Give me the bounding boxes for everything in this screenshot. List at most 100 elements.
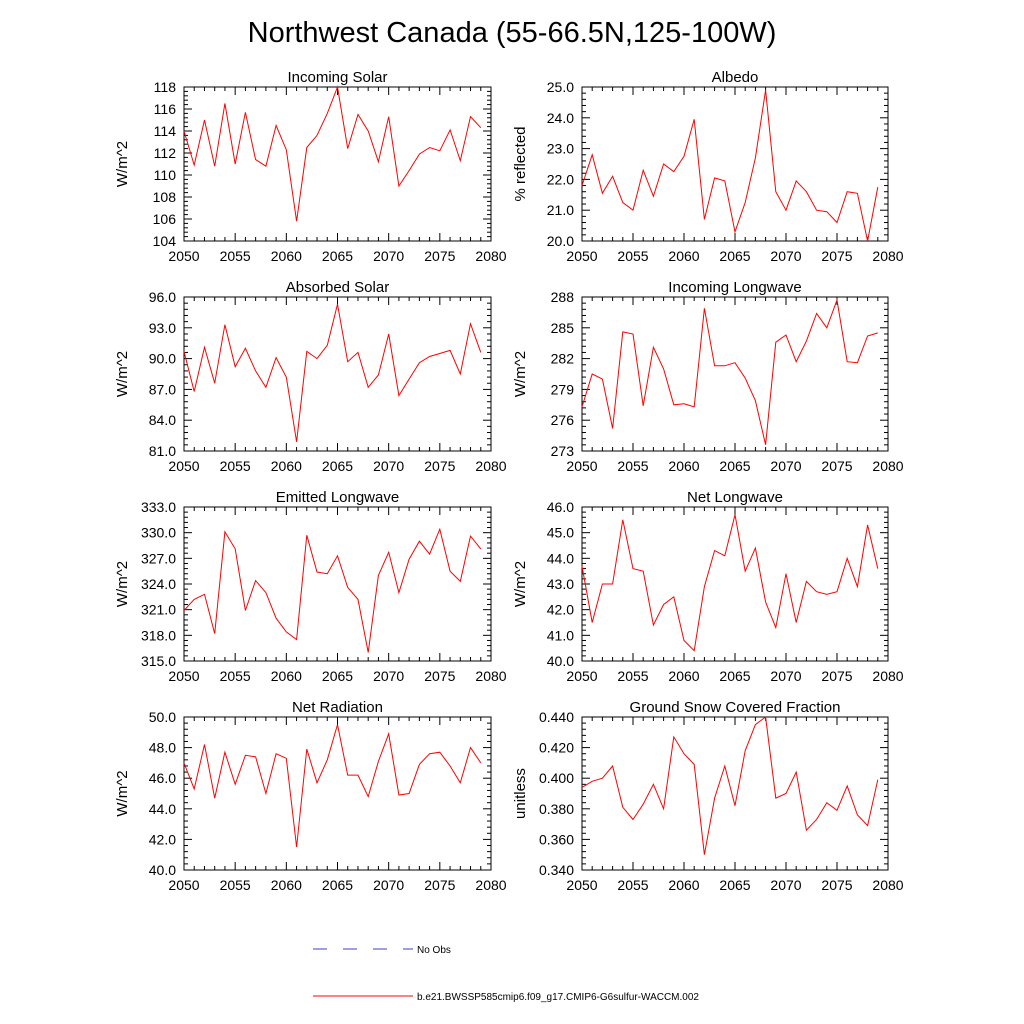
x-tick-label: 2050: [566, 458, 597, 474]
plot-frame: [581, 506, 889, 662]
x-tick-label: 2060: [271, 877, 302, 893]
y-tick-label: 330.0: [141, 525, 176, 541]
x-tick-label: 2075: [424, 248, 455, 264]
series-line: [183, 304, 482, 442]
x-tick-label: 2050: [566, 668, 597, 684]
y-tick-label: 41.0: [547, 627, 574, 643]
x-tick-label: 2080: [475, 458, 506, 474]
y-tick-label: 42.0: [149, 831, 176, 847]
plot-frame: [183, 296, 492, 452]
y-tick-label: 282: [551, 351, 575, 367]
panel-net-longwave: Net Longwave W/m^2 2050 2055 2060 2065 2070 207…: [512, 489, 904, 684]
x-tick-label: 2065: [322, 458, 353, 474]
panel-title: Ground Snow Covered Fraction: [630, 699, 841, 716]
y-axis-label: W/m^2: [114, 770, 131, 816]
x-tick-label: 2055: [617, 248, 648, 264]
x-tick-label: 2060: [271, 248, 302, 264]
y-tick-label: 273: [551, 443, 575, 459]
y-axis-label: W/m^2: [114, 141, 131, 187]
x-tick-label: 2070: [770, 877, 801, 893]
x-tick-label: 2065: [322, 877, 353, 893]
y-tick-label: 46.0: [547, 499, 574, 515]
x-tick-label: 2080: [475, 877, 506, 893]
x-tick-label: 2050: [168, 248, 199, 264]
x-tick-label: 2070: [770, 248, 801, 264]
plot-frame: [581, 86, 889, 242]
panel-title: Albedo: [712, 69, 759, 86]
y-tick-label: 50.0: [149, 709, 176, 725]
y-tick-label: 48.0: [149, 740, 176, 756]
y-tick-label: 40.0: [547, 653, 574, 669]
x-tick-label: 2050: [566, 877, 597, 893]
x-tick-label: 2050: [566, 248, 597, 264]
y-tick-label: 324.0: [141, 576, 176, 592]
y-axis-label: unitless: [512, 768, 529, 819]
y-tick-label: 0.360: [539, 831, 574, 847]
x-tick-label: 2070: [373, 877, 404, 893]
x-tick-label: 2075: [821, 458, 852, 474]
x-tick-label: 2075: [424, 458, 455, 474]
x-tick-label: 2060: [668, 668, 699, 684]
x-tick-label: 2080: [475, 248, 506, 264]
x-tick-label: 2065: [322, 248, 353, 264]
y-axis-label: % reflected: [512, 126, 529, 201]
y-tick-label: 20.0: [547, 233, 574, 249]
x-tick-label: 2055: [617, 877, 648, 893]
y-tick-label: 0.380: [539, 801, 574, 817]
x-tick-label: 2060: [668, 458, 699, 474]
plot-frame: [183, 716, 492, 871]
y-tick-label: 87.0: [149, 381, 176, 397]
panel-absorbed-solar: Absorbed Solar W/m^2 2050 2055 2060 2065 2070 2…: [114, 279, 507, 474]
series-line: [183, 527, 482, 653]
y-tick-label: 84.0: [149, 412, 176, 428]
x-tick-label: 2080: [872, 668, 903, 684]
y-tick-label: 0.440: [539, 709, 574, 725]
y-tick-label: 43.0: [547, 576, 574, 592]
x-tick-label: 2055: [220, 458, 251, 474]
panels: Incoming Solar W/m^2 2050 2055 2060 2065 2070 2…: [114, 69, 904, 893]
legend-model-label: b.e21.BWSSP585cmip6.f09_g17.CMIP6-G6sulf…: [417, 992, 699, 1003]
y-axis-label: W/m^2: [512, 561, 529, 607]
y-tick-label: 0.420: [539, 740, 574, 756]
x-tick-label: 2060: [668, 877, 699, 893]
x-tick-label: 2050: [168, 877, 199, 893]
series-line: [581, 716, 879, 855]
x-tick-label: 2055: [617, 458, 648, 474]
plot-frame: [581, 716, 889, 871]
y-tick-label: 112: [154, 145, 177, 161]
legend: No Obs b.e21.BWSSP585cmip6.f09_g17.CMIP6…: [313, 945, 699, 1003]
x-tick-label: 2075: [821, 668, 852, 684]
y-tick-label: 90.0: [149, 351, 176, 367]
plot-frame: [581, 296, 889, 452]
y-tick-label: 44.0: [149, 801, 176, 817]
x-tick-label: 2075: [821, 877, 852, 893]
y-tick-label: 81.0: [149, 443, 176, 459]
x-tick-label: 2055: [220, 248, 251, 264]
plot-frame: [183, 86, 492, 242]
y-tick-label: 114: [154, 123, 177, 139]
x-tick-label: 2050: [168, 668, 199, 684]
x-tick-label: 2065: [719, 668, 750, 684]
plot-frame: [183, 506, 492, 662]
y-tick-label: 22.0: [547, 171, 574, 187]
y-tick-label: 93.0: [149, 320, 176, 336]
y-tick-label: 279: [551, 381, 575, 397]
y-tick-label: 327.0: [141, 550, 176, 566]
x-tick-label: 2070: [770, 458, 801, 474]
panel-title: Emitted Longwave: [276, 489, 399, 506]
y-tick-label: 104: [153, 233, 177, 249]
y-axis-label: W/m^2: [114, 351, 131, 397]
series-line: [581, 298, 878, 445]
y-tick-label: 24.0: [547, 110, 574, 126]
x-tick-label: 2060: [271, 668, 302, 684]
y-axis-label: W/m^2: [512, 351, 529, 397]
series-line: [183, 85, 482, 222]
panel-emitted-longwave: Emitted Longwave W/m^2 2050 2055 2060 2065 207…: [114, 489, 507, 684]
panel-title: Net Radiation: [292, 699, 383, 716]
panel-title: Absorbed Solar: [286, 279, 389, 296]
y-tick-label: 21.0: [547, 202, 574, 218]
panel-title: Incoming Longwave: [668, 279, 801, 296]
x-tick-label: 2070: [373, 248, 404, 264]
y-tick-label: 46.0: [149, 770, 176, 786]
